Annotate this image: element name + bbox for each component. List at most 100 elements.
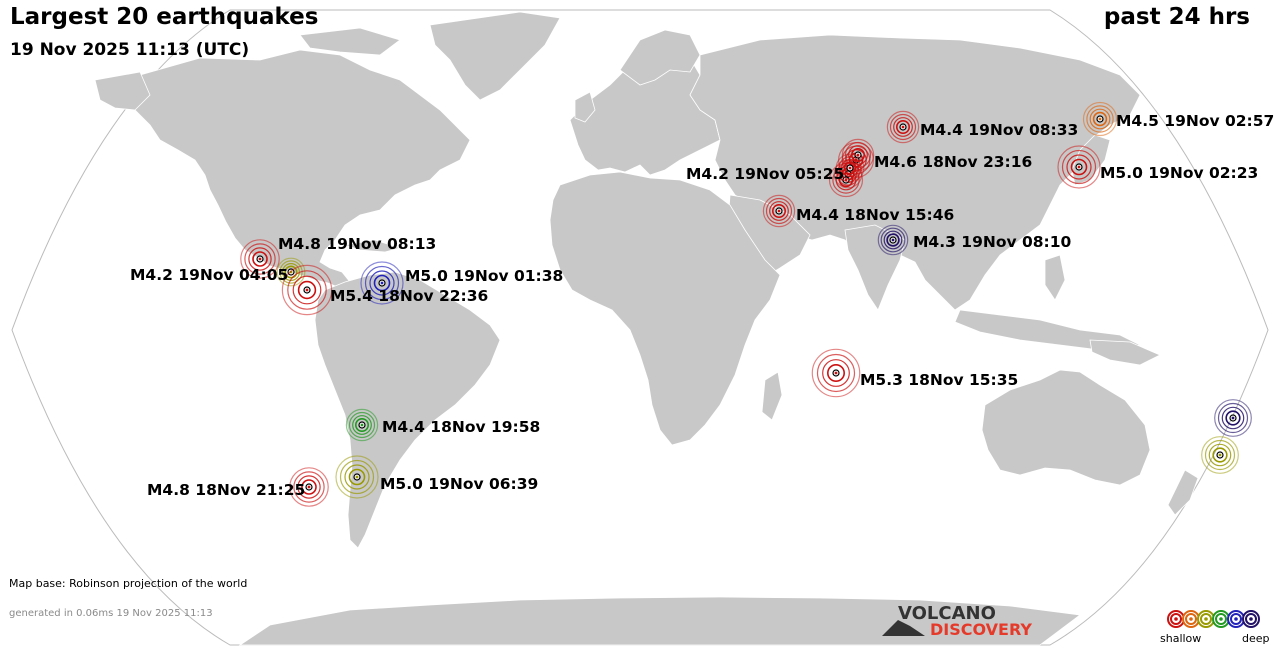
- earthquake-marker[interactable]: [345, 408, 379, 442]
- volcano-discovery-logo[interactable]: VOLCANO DISCOVERY: [882, 603, 1032, 639]
- logo-line2: DISCOVERY: [930, 620, 1033, 639]
- earthquake-marker-epicenter-core: [1231, 416, 1235, 420]
- land-madagascar: [761, 371, 783, 421]
- legend-ring-circle: [1230, 613, 1242, 625]
- earthquake-label[interactable]: M4.2 19Nov 05:25: [686, 165, 845, 183]
- earthquake-marker-ring: [1221, 406, 1245, 430]
- earthquake-marker-epicenter-core: [355, 475, 359, 479]
- earthquake-marker[interactable]: [1214, 399, 1252, 437]
- earthquake-marker-epicenter-core: [848, 166, 852, 170]
- earthquake-label[interactable]: M5.3 18Nov 15:35: [860, 371, 1019, 389]
- earthquake-marker-epicenter-core: [1218, 453, 1222, 457]
- depth-legend: shallow deep: [1160, 605, 1270, 647]
- earthquake-marker-ring: [765, 197, 793, 225]
- earthquake-marker-ring: [348, 411, 376, 439]
- earthquake-marker-ring: [1089, 108, 1111, 130]
- earthquake-marker[interactable]: [1201, 436, 1239, 474]
- earthquake-marker-ring: [771, 204, 786, 219]
- earthquake-marker-ring: [843, 161, 857, 175]
- legend-depth-ring: [1182, 610, 1200, 628]
- legend-ring-circle: [1245, 613, 1257, 625]
- earthquake-marker-ring: [1225, 410, 1241, 426]
- land-alaska: [94, 71, 151, 111]
- earthquake-marker-ring: [248, 247, 272, 271]
- earthquake-marker-ring: [297, 475, 321, 499]
- earthquake-marker-ring: [886, 110, 920, 144]
- earthquake-marker-ring: [344, 464, 370, 490]
- earthquake-marker-epicenter-core: [360, 423, 364, 427]
- land-arctic-islands: [299, 27, 401, 56]
- earthquake-label[interactable]: M5.0 19Nov 06:39: [380, 475, 539, 493]
- earthquake-label[interactable]: M4.8 19Nov 08:13: [278, 235, 437, 253]
- earthquake-marker[interactable]: [289, 467, 329, 507]
- earthquake-marker-ring: [1066, 154, 1092, 180]
- earthquake-marker-ring: [293, 471, 325, 503]
- earthquake-label[interactable]: M4.2 19Nov 04:05: [130, 266, 289, 284]
- earthquake-marker-ring: [348, 468, 366, 486]
- legend-ring-dot: [1174, 617, 1178, 621]
- legend-ring-circle: [1215, 613, 1227, 625]
- earthquake-marker[interactable]: [360, 261, 404, 305]
- earthquake-marker[interactable]: [886, 110, 920, 144]
- earthquake-marker-ring: [822, 359, 850, 387]
- earthquake-marker-ring: [886, 233, 900, 247]
- earthquake-marker-ring: [301, 479, 317, 495]
- legend-ring-circle: [1170, 613, 1182, 625]
- legend-ring-circle: [1200, 613, 1212, 625]
- earthquake-marker-ring: [893, 117, 913, 137]
- earthquake-marker-epicenter-core: [258, 257, 262, 261]
- earthquake-label[interactable]: M4.5 19Nov 02:57: [1116, 112, 1275, 130]
- legend-shallow-label: shallow: [1160, 632, 1202, 645]
- earthquake-marker-ring: [883, 230, 903, 250]
- land-new-guinea: [1089, 339, 1161, 366]
- earthquake-marker-ring: [244, 243, 276, 275]
- earthquake-marker-ring: [240, 239, 280, 279]
- earthquake-marker[interactable]: [335, 455, 379, 499]
- earthquake-label[interactable]: M4.8 18Nov 21:25: [147, 481, 306, 499]
- earthquake-marker-ring: [1212, 447, 1228, 463]
- earthquake-marker[interactable]: [1082, 101, 1118, 137]
- earthquake-marker-ring: [877, 224, 909, 256]
- earthquake-label[interactable]: M4.6 18Nov 23:16: [874, 153, 1033, 171]
- earthquake-marker-epicenter-core: [1077, 165, 1081, 169]
- earthquake-label[interactable]: M5.4 18Nov 22:36: [330, 287, 489, 305]
- earthquake-marker[interactable]: [762, 194, 796, 228]
- earthquake-marker[interactable]: [281, 264, 333, 316]
- earthquake-marker-ring: [281, 264, 333, 316]
- earthquake-marker-ring: [339, 459, 375, 495]
- land-new-zealand: [1167, 469, 1199, 516]
- earthquake-marker-ring: [354, 417, 369, 432]
- earthquake-marker-epicenter-core: [380, 281, 384, 285]
- map-base-note: Map base: Robinson projection of the wor…: [9, 577, 248, 590]
- earthquake-marker-ring: [1214, 399, 1252, 437]
- land-north-america: [109, 49, 471, 289]
- time-period: past 24 hrs: [1103, 4, 1250, 30]
- earthquake-marker-ring: [895, 120, 910, 135]
- land-south-america: [314, 271, 501, 549]
- earthquake-marker[interactable]: [240, 239, 280, 279]
- earthquake-label[interactable]: M4.4 18Nov 19:58: [382, 418, 541, 436]
- earthquake-marker[interactable]: [877, 224, 909, 256]
- earthquake-label[interactable]: M5.0 19Nov 01:38: [405, 267, 564, 285]
- earthquake-label[interactable]: M4.3 19Nov 08:10: [913, 233, 1072, 251]
- earthquake-marker-ring: [289, 467, 329, 507]
- earthquake-marker-ring: [835, 153, 865, 183]
- earthquake-marker[interactable]: [811, 348, 861, 398]
- earthquake-marker[interactable]: [1057, 145, 1101, 189]
- legend-ring-dot: [1219, 617, 1223, 621]
- earthquake-label[interactable]: M4.4 18Nov 15:46: [796, 206, 955, 224]
- earthquake-marker-epicenter-core: [777, 209, 781, 213]
- earthquake-marker-ring: [1217, 402, 1249, 434]
- earthquake-label[interactable]: M4.4 19Nov 08:33: [920, 121, 1079, 139]
- earthquake-marker-ring: [292, 275, 322, 305]
- earthquake-marker-epicenter-core: [1098, 117, 1102, 121]
- earthquake-label[interactable]: M5.0 19Nov 02:23: [1100, 164, 1259, 182]
- earthquake-marker-ring: [297, 280, 317, 300]
- legend-ring-dot: [1234, 617, 1238, 621]
- depth-legend-rings: [1167, 610, 1260, 628]
- earthquake-marker-ring: [287, 270, 327, 310]
- earthquake-marker[interactable]: [835, 153, 865, 183]
- legend-ring-dot: [1204, 617, 1208, 621]
- legend-deep-label: deep: [1242, 632, 1270, 645]
